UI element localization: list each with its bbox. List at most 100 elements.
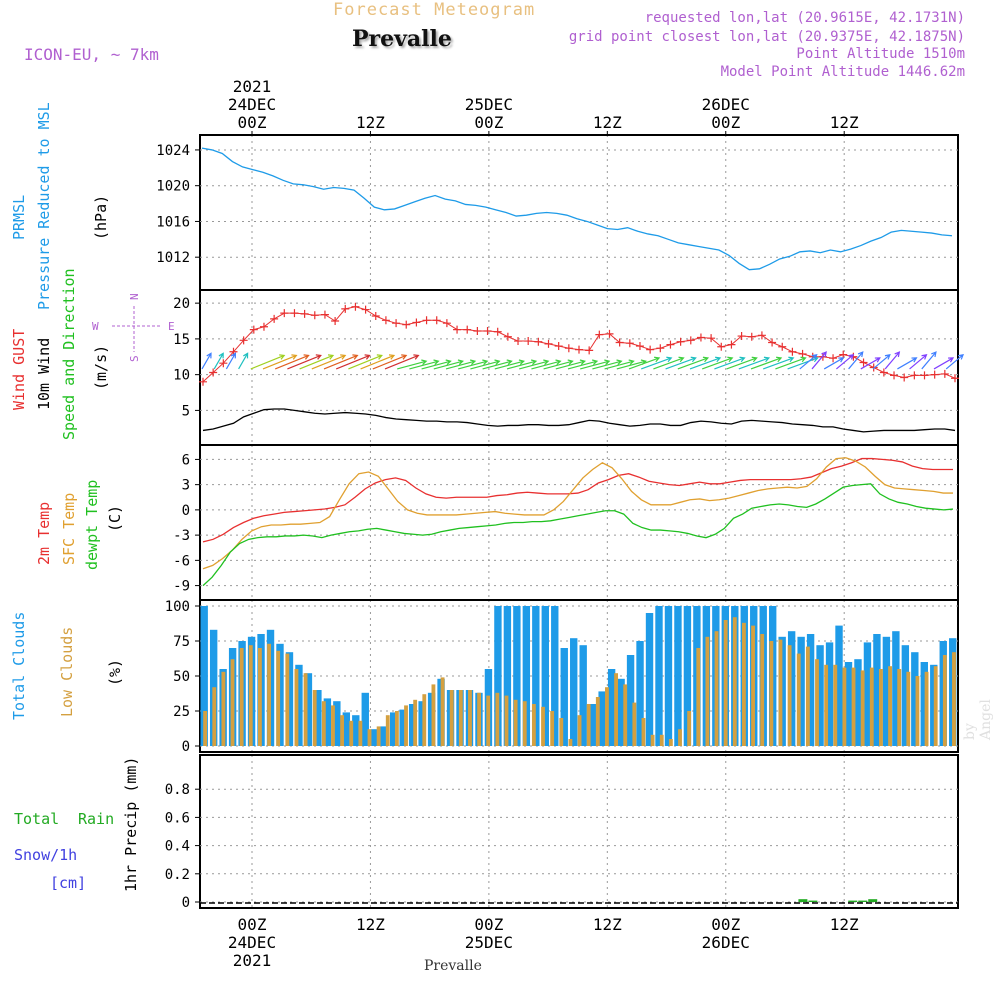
wind-direction-arrow <box>726 356 758 370</box>
total-cloud-bar <box>664 606 673 746</box>
model-label: ICON-EU, ~ 7km <box>24 45 159 64</box>
bottom-time-label: 00Z <box>711 915 740 934</box>
total-cloud-bar <box>361 692 369 746</box>
gust-marker <box>199 377 207 386</box>
gust-marker <box>219 359 228 368</box>
gust-marker <box>270 314 279 323</box>
low-cloud-bar <box>522 701 527 746</box>
low-cloud-bar <box>952 652 956 746</box>
gust-marker <box>747 332 756 341</box>
gust-marker <box>554 342 563 351</box>
wind-direction-arrow <box>506 359 538 370</box>
total-cloud-bar <box>390 712 398 746</box>
gust-marker <box>778 342 787 351</box>
compass-w: W <box>92 320 99 333</box>
top-time-label: 24DEC <box>228 95 276 114</box>
low-cloud-bar <box>504 695 509 746</box>
low-cloud-bar <box>440 677 445 746</box>
wind-direction-arrow <box>445 359 477 370</box>
gust-marker <box>595 330 604 339</box>
low-cloud-bar <box>942 655 947 746</box>
low-cloud-bar <box>815 659 819 746</box>
bottom-time-label: 12Z <box>830 915 859 934</box>
wind-direction-arrow <box>653 356 685 370</box>
low-cloud-bar <box>678 729 682 746</box>
gust-marker <box>392 319 401 328</box>
low-cloud-bar <box>513 699 518 746</box>
total-cloud-bar <box>816 645 824 746</box>
legend-snow: Snow/1h <box>14 846 77 864</box>
dewpt-label: dewpt Temp <box>83 480 101 570</box>
low-cloud-bar <box>559 718 564 746</box>
total-cloud-bar <box>380 726 388 746</box>
gust-marker <box>209 368 218 377</box>
gust-marker <box>727 340 736 349</box>
total-cloud-bar <box>911 652 919 746</box>
wind-direction-arrow <box>567 359 599 370</box>
gust-marker <box>879 368 888 377</box>
total-cloud-bar <box>352 715 360 746</box>
wind-direction-arrow <box>665 356 697 370</box>
low-cloud-bar <box>477 692 482 746</box>
requested-coords: requested lon,lat (20.9615E, 42.1731N) <box>644 10 965 26</box>
total-cloud-bar <box>570 638 578 746</box>
pressure-label-msl: Pressure Reduced to MSL <box>35 102 53 310</box>
wind-direction-arrow <box>238 352 249 370</box>
low-cloud-bar <box>915 676 920 746</box>
low-cloud-bar <box>303 673 308 746</box>
total-cloud-bar <box>901 645 910 746</box>
low-cloud-bar <box>531 704 536 746</box>
gust-marker <box>432 316 441 325</box>
low-cloud-bar <box>614 673 618 746</box>
gust-marker <box>615 338 624 347</box>
top-time-label: 12Z <box>593 113 622 132</box>
low-cloud-bar <box>367 729 372 746</box>
total-cloud-bar <box>863 642 872 746</box>
legend-snow-unit: [cm] <box>50 874 86 892</box>
gust-marker <box>300 309 309 318</box>
gust-marker <box>453 325 462 334</box>
gridpoint-coords: grid point closest lon,lat (20.9375E, 42… <box>568 29 965 45</box>
gust-marker <box>869 363 878 372</box>
gust-marker <box>544 339 553 348</box>
low-cloud-bar <box>267 643 271 746</box>
low-cloud-bar <box>605 687 609 746</box>
wind-direction-arrow <box>494 359 525 370</box>
total-cloud-bar <box>636 641 644 746</box>
total-cloud-bar <box>854 659 862 746</box>
wind-direction-arrow <box>274 354 310 370</box>
gust-marker <box>910 371 919 380</box>
low-cloud-bar <box>742 622 746 746</box>
wind-direction-arrow <box>823 357 845 370</box>
top-time-label: 00Z <box>711 113 740 132</box>
total-cloud-bar <box>342 712 351 746</box>
compass-s: S <box>128 355 141 362</box>
y-tick-label: 75 <box>173 634 190 650</box>
rain-bar <box>808 900 818 902</box>
gust-marker <box>676 337 685 346</box>
wind-direction-arrow <box>628 356 661 370</box>
bottom-time-label: 2021 <box>233 951 272 970</box>
low-cloud-bar <box>349 720 354 746</box>
total-cloud-bar <box>588 704 597 746</box>
total-cloud-bar <box>920 662 928 746</box>
low-cloud-bar <box>769 641 774 746</box>
low-cloud-bar <box>842 667 847 746</box>
wind-direction-arrow <box>640 356 673 370</box>
precip-label: 1hr Precip (mm) <box>122 757 140 892</box>
y-tick-label: 1020 <box>156 179 190 195</box>
wind-direction-arrow <box>921 351 937 370</box>
y-tick-label: 1024 <box>156 143 190 159</box>
wind-direction-arrow <box>701 356 734 370</box>
low-cloud-bar <box>294 669 299 746</box>
total-cloud-bar <box>873 634 881 746</box>
low-cloud-bar <box>888 666 892 746</box>
low-cloud-bar <box>760 634 765 746</box>
low-cloud-bar <box>376 726 381 746</box>
total-cloud-bar <box>645 613 654 746</box>
wind-direction-arrow <box>714 356 746 370</box>
rain-bar <box>848 900 858 902</box>
wind-direction-arrow <box>531 359 562 370</box>
total-cloud-bar <box>408 704 417 746</box>
gust-marker <box>951 374 959 383</box>
